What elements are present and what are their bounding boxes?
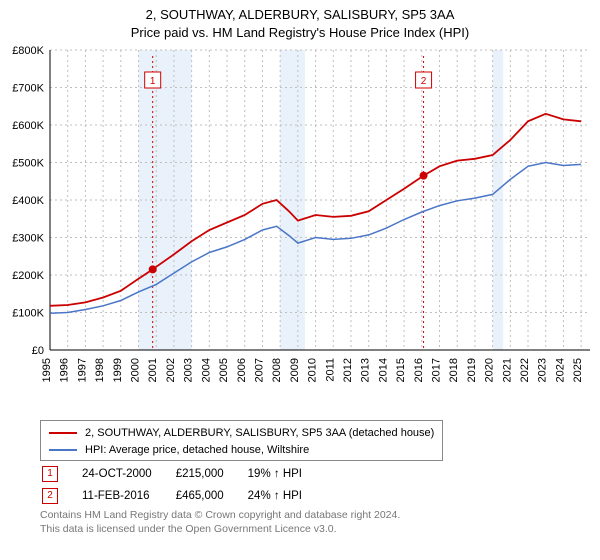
marker-badge-2: 2 (42, 488, 58, 504)
footer-line2: This data is licensed under the Open Gov… (40, 522, 400, 536)
svg-text:1998: 1998 (94, 358, 106, 382)
svg-text:2024: 2024 (554, 358, 566, 382)
svg-text:2017: 2017 (431, 358, 443, 382)
marker-badge-1: 1 (42, 466, 58, 482)
svg-text:2006: 2006 (236, 358, 248, 382)
svg-text:1: 1 (150, 76, 156, 87)
page-title-line2: Price paid vs. HM Land Registry's House … (0, 24, 600, 42)
sale-events-table: 1 24-OCT-2000 £215,000 19% ↑ HPI 2 11-FE… (40, 462, 326, 508)
legend-swatch-hpi (49, 449, 77, 451)
svg-text:2010: 2010 (307, 358, 319, 382)
price-chart: £0 £100K £200K £300K £400K £500K £600K £700K £80… (0, 44, 600, 414)
svg-text:£700K: £700K (12, 83, 44, 95)
marker-date-1: 24-OCT-2000 (82, 464, 174, 484)
svg-text:2008: 2008 (271, 358, 283, 382)
svg-text:£600K: £600K (12, 120, 44, 132)
svg-text:2012: 2012 (342, 358, 354, 382)
legend-label-property: 2, SOUTHWAY, ALDERBURY, SALISBURY, SP5 3… (85, 425, 434, 442)
svg-text:2022: 2022 (519, 358, 531, 382)
marker-price-2: £465,000 (176, 486, 246, 506)
attribution: Contains HM Land Registry data © Crown c… (40, 508, 400, 536)
svg-text:2011: 2011 (324, 358, 336, 382)
svg-text:£400K: £400K (12, 195, 44, 207)
footer-line1: Contains HM Land Registry data © Crown c… (40, 508, 400, 522)
svg-text:1999: 1999 (112, 358, 124, 382)
svg-text:£300K: £300K (12, 233, 44, 245)
svg-text:2009: 2009 (289, 358, 301, 382)
svg-text:£0: £0 (32, 345, 44, 357)
svg-text:2025: 2025 (572, 358, 584, 382)
legend-row-hpi: HPI: Average price, detached house, Wilt… (49, 442, 434, 459)
svg-text:£800K: £800K (12, 45, 44, 57)
svg-text:1997: 1997 (76, 358, 88, 382)
svg-text:2007: 2007 (253, 358, 265, 382)
marker-vs-hpi-1: 19% ↑ HPI (248, 464, 324, 484)
svg-text:2005: 2005 (218, 358, 230, 382)
svg-text:2023: 2023 (537, 358, 549, 382)
marker-date-2: 11-FEB-2016 (82, 486, 174, 506)
page-title-line1: 2, SOUTHWAY, ALDERBURY, SALISBURY, SP5 3… (0, 6, 600, 24)
svg-text:2013: 2013 (360, 358, 372, 382)
table-row: 1 24-OCT-2000 £215,000 19% ↑ HPI (42, 464, 324, 484)
legend-row-property: 2, SOUTHWAY, ALDERBURY, SALISBURY, SP5 3… (49, 425, 434, 442)
svg-text:2: 2 (421, 76, 427, 87)
svg-text:2002: 2002 (165, 358, 177, 382)
svg-text:2016: 2016 (413, 358, 425, 382)
svg-text:2021: 2021 (501, 358, 513, 382)
svg-text:1995: 1995 (41, 358, 53, 382)
svg-text:2001: 2001 (147, 358, 159, 382)
svg-text:1996: 1996 (59, 358, 71, 382)
legend-swatch-property (49, 432, 77, 434)
svg-text:2004: 2004 (200, 358, 212, 382)
svg-text:£500K: £500K (12, 158, 44, 170)
table-row: 2 11-FEB-2016 £465,000 24% ↑ HPI (42, 486, 324, 506)
legend: 2, SOUTHWAY, ALDERBURY, SALISBURY, SP5 3… (40, 420, 443, 461)
svg-text:2015: 2015 (395, 358, 407, 382)
legend-label-hpi: HPI: Average price, detached house, Wilt… (85, 442, 309, 459)
svg-text:2018: 2018 (448, 358, 460, 382)
svg-text:2019: 2019 (466, 358, 478, 382)
svg-text:£100K: £100K (12, 308, 44, 320)
marker-price-1: £215,000 (176, 464, 246, 484)
svg-text:£200K: £200K (12, 270, 44, 282)
marker-vs-hpi-2: 24% ↑ HPI (248, 486, 324, 506)
svg-text:2014: 2014 (377, 358, 389, 382)
svg-text:2020: 2020 (484, 358, 496, 382)
svg-text:2003: 2003 (183, 358, 195, 382)
svg-text:2000: 2000 (130, 358, 142, 382)
